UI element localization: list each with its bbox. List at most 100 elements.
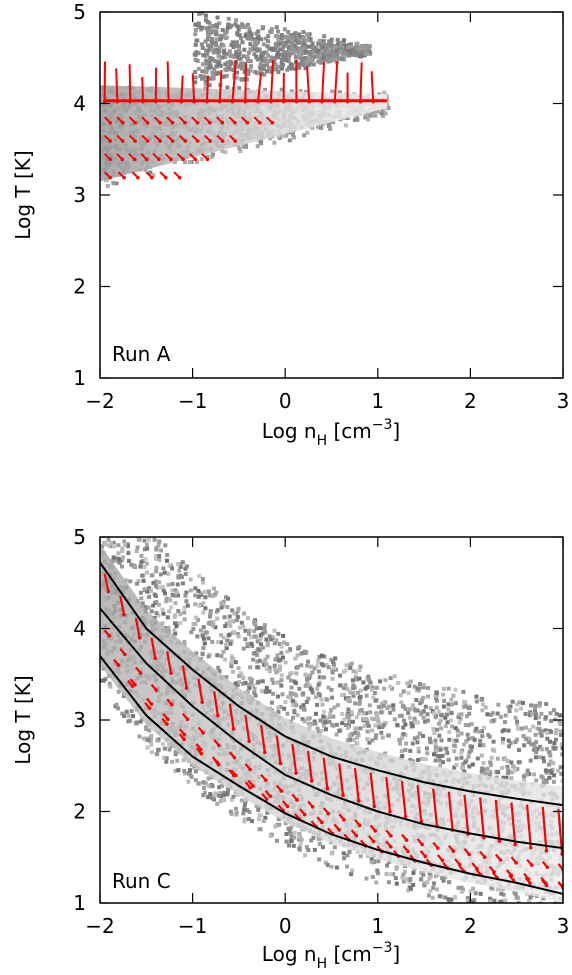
density-pixel — [513, 740, 518, 745]
density-pixel — [259, 37, 264, 42]
density-pixel — [301, 30, 306, 35]
density-pixel — [463, 722, 468, 727]
density-pixel — [523, 711, 528, 716]
density-pixel — [206, 795, 211, 800]
density-pixel — [345, 738, 350, 743]
density-pixel — [534, 778, 539, 783]
density-pixel — [236, 634, 241, 639]
density-pixel — [263, 689, 268, 694]
density-pixel — [287, 828, 292, 833]
density-pixel — [136, 537, 141, 542]
density-pixel — [276, 134, 281, 139]
density-pixel — [184, 599, 189, 604]
arrow-head — [420, 842, 424, 847]
density-pixel — [157, 585, 162, 590]
density-pixel — [280, 692, 285, 697]
density-pixel — [331, 120, 336, 125]
density-pixel — [230, 655, 235, 660]
density-pixel — [453, 701, 458, 706]
arrow-head — [123, 652, 127, 657]
density-pixel — [548, 711, 553, 716]
density-pixel — [278, 665, 283, 670]
density-pixel — [243, 34, 248, 39]
density-pixel — [335, 45, 340, 50]
density-pixel — [264, 50, 269, 55]
density-pixel — [246, 50, 251, 55]
density-pixel — [224, 73, 229, 78]
arrow-head — [153, 656, 158, 661]
density-pixel — [216, 62, 221, 67]
density-pixel — [378, 679, 383, 684]
density-pixel — [357, 701, 362, 706]
density-pixel — [267, 46, 272, 51]
density-pixel — [304, 676, 309, 681]
density-pixel — [217, 48, 222, 53]
density-pixel — [215, 801, 220, 806]
density-pixel — [539, 733, 544, 738]
arrow-head — [201, 731, 205, 735]
density-pixel — [331, 659, 336, 664]
density-pixel — [417, 682, 422, 687]
density-pixel — [249, 47, 254, 52]
density-pixel — [195, 58, 200, 63]
density-pixel — [241, 676, 246, 681]
arrow-head — [116, 663, 121, 667]
density-pixel — [201, 636, 206, 641]
density-pixel — [350, 732, 355, 737]
density-pixel — [368, 710, 373, 715]
density-pixel — [559, 742, 563, 747]
density-pixel — [163, 543, 168, 548]
density-pixel — [237, 146, 242, 151]
density-pixel — [126, 550, 131, 555]
density-pixel — [521, 734, 526, 739]
density-pixel — [264, 685, 269, 690]
density-pixel — [193, 27, 198, 32]
density-pixel — [283, 660, 288, 665]
density-pixel — [223, 62, 228, 67]
density-pixel — [310, 41, 315, 46]
density-pixel — [241, 811, 246, 816]
density-pixel — [225, 85, 230, 90]
velocity-arrow — [479, 797, 485, 838]
density-pixel — [297, 52, 302, 57]
density-pixel — [329, 864, 334, 869]
density-pixel — [384, 872, 389, 877]
density-pixel — [242, 611, 247, 616]
density-pixel — [381, 723, 386, 728]
density-pixel — [286, 35, 291, 40]
density-pixel — [173, 613, 178, 618]
density-pixel — [275, 653, 280, 658]
density-pixel — [274, 67, 279, 72]
arrow-head — [154, 688, 158, 692]
density-pixel — [383, 699, 388, 704]
density-pixel — [245, 58, 250, 63]
density-pixel — [486, 769, 491, 774]
density-pixel — [306, 721, 311, 726]
density-pixel — [416, 746, 421, 751]
density-pixel — [246, 816, 251, 821]
density-pixel — [213, 625, 218, 630]
arrow-head — [270, 120, 275, 125]
density-pixel — [454, 756, 459, 761]
density-pixel — [220, 783, 225, 788]
density-pixel — [551, 779, 556, 784]
arrow-head — [183, 120, 187, 125]
density-pixel — [557, 719, 562, 724]
density-pixel — [241, 54, 246, 59]
density-pixel — [421, 695, 426, 700]
density-pixel — [249, 32, 254, 37]
arrow-head — [184, 686, 189, 690]
density-pixel — [305, 58, 310, 63]
density-pixel — [248, 59, 253, 64]
density-pixel — [149, 750, 154, 755]
density-pixel — [111, 540, 116, 545]
density-pixel — [338, 49, 343, 54]
density-pixel — [253, 693, 258, 698]
density-pixel — [201, 793, 206, 798]
density-pixel — [262, 662, 267, 667]
density-pixel — [183, 566, 188, 571]
density-pixel — [219, 633, 224, 638]
density-pixel — [314, 45, 319, 50]
density-pixel — [122, 714, 127, 719]
density-pixel — [301, 36, 306, 41]
